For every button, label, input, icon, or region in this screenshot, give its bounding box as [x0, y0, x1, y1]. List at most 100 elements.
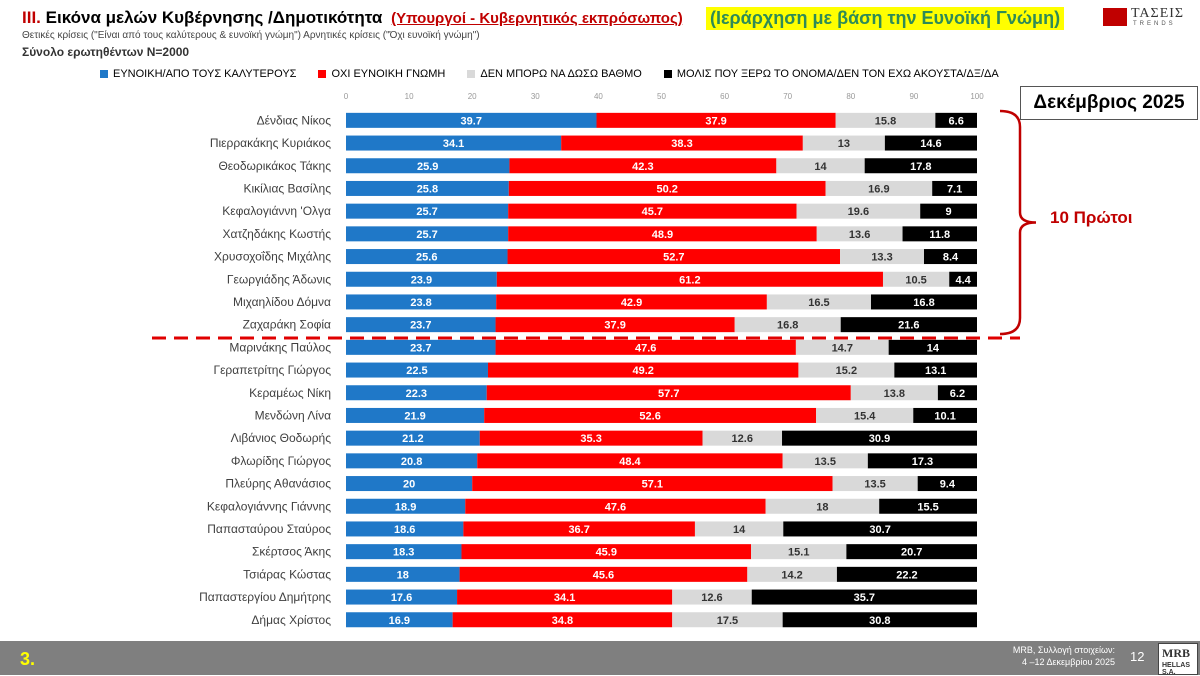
- data-label: 19.6: [848, 206, 869, 218]
- bar-segment: [508, 203, 797, 219]
- bar-segment: [346, 521, 464, 537]
- legend-swatch: [467, 70, 476, 78]
- data-label: 57.7: [658, 388, 679, 400]
- data-label: 23.7: [410, 320, 431, 332]
- category-label: Μιχαηλίδου Δόμνα: [233, 295, 331, 309]
- legend-swatch: [318, 70, 327, 78]
- data-label: 34.8: [552, 615, 573, 627]
- x-tick-label: 90: [909, 92, 918, 101]
- bar-segment: [802, 135, 885, 151]
- data-label: 9: [946, 206, 952, 218]
- bar-segment: [672, 612, 783, 628]
- bar-segment: [508, 180, 826, 196]
- top-ten-label: 10 Πρώτοι: [1050, 208, 1133, 227]
- slide-title: III. Εικόνα μελών Κυβέρνησης /Δημοτικότη…: [22, 8, 683, 28]
- bar-segment: [888, 339, 977, 355]
- legend-item-unfavorable: ΟΧΙ ΕΥΝΟΙΚΗ ΓΝΩΜΗ: [318, 68, 445, 80]
- data-label: 13.8: [884, 388, 905, 400]
- category-label: Κικίλιας Βασίλης: [243, 181, 331, 195]
- legend-swatch: [663, 70, 672, 78]
- bar-segment: [835, 112, 936, 128]
- data-label: 10.1: [934, 410, 955, 422]
- category-label: Κεφαλογιάννη 'Ολγα: [222, 204, 331, 218]
- data-label: 36.7: [568, 524, 589, 536]
- source-line-1: MRB, Συλλογή στοιχείων:: [1012, 645, 1115, 655]
- data-label: 21.2: [402, 433, 423, 445]
- data-label: 18.6: [394, 524, 415, 536]
- bar-segment: [509, 158, 777, 174]
- data-label: 7.1: [947, 183, 962, 195]
- category-label: Δένδιας Νίκος: [257, 113, 332, 127]
- bar-segment: [840, 317, 977, 333]
- bar-segment: [894, 362, 977, 378]
- data-label: 57.1: [642, 479, 663, 491]
- category-label: Τσιάρας Κώστας: [243, 567, 331, 581]
- data-label: 6.6: [949, 115, 964, 127]
- bar-segment: [825, 180, 933, 196]
- data-label: 48.4: [619, 456, 641, 468]
- data-label: 10.5: [905, 274, 926, 286]
- bar-segment: [346, 317, 496, 333]
- bar-segment: [949, 271, 977, 287]
- bar-segment: [937, 385, 977, 401]
- ranking-highlight: (Ιεράρχηση με βάση την Ευνοϊκή Γνώμη): [706, 7, 1065, 30]
- bar-segment: [850, 385, 938, 401]
- bar-segment: [932, 180, 977, 196]
- bar-segment: [795, 339, 889, 355]
- data-label: 9.4: [940, 479, 956, 491]
- data-label: 45.6: [593, 569, 614, 581]
- bar-segment: [747, 566, 837, 582]
- category-label: Γεραπετρίτης Γιώργος: [213, 363, 331, 377]
- data-label: 37.9: [604, 320, 625, 332]
- bar-segment: [346, 294, 497, 310]
- title-subtitle: (Υπουργοί - Κυβερνητικός εκπρόσωπος): [391, 10, 683, 27]
- category-label: Παπαστεργίου Δημήτρης: [199, 590, 331, 604]
- bar-segment: [496, 271, 883, 287]
- data-label: 18.9: [395, 501, 416, 513]
- data-label: 47.6: [635, 342, 656, 354]
- bar-segment: [346, 112, 597, 128]
- bar-segment: [766, 294, 871, 310]
- category-label: Θεοδωρικάκος Τάκης: [218, 159, 331, 173]
- data-label: 15.4: [854, 410, 876, 422]
- bar-segment: [923, 249, 977, 265]
- bar-segment: [867, 453, 977, 469]
- x-tick-label: 0: [344, 92, 349, 101]
- month-badge: Δεκέμβριος 2025: [1020, 86, 1198, 120]
- data-label: 15.8: [875, 115, 896, 127]
- bar-segment: [346, 203, 509, 219]
- x-tick-label: 30: [531, 92, 540, 101]
- data-label: 13.1: [925, 365, 946, 377]
- data-label: 48.9: [652, 229, 673, 241]
- bar-segment: [477, 453, 783, 469]
- category-label: Ζαχαράκη Σοφία: [243, 318, 331, 332]
- bar-segment: [561, 135, 803, 151]
- category-label: Χρυσοχοΐδης Μιχάλης: [214, 250, 331, 264]
- data-label: 61.2: [679, 274, 700, 286]
- data-label: 35.7: [854, 592, 875, 604]
- x-tick-label: 50: [657, 92, 666, 101]
- data-label: 21.6: [898, 320, 919, 332]
- bar-segment: [672, 589, 752, 605]
- category-label: Δήμας Χρίστος: [251, 613, 331, 627]
- bar-segment: [346, 135, 562, 151]
- bar-segment: [465, 498, 766, 514]
- bar-segment: [479, 430, 703, 446]
- data-label: 6.2: [950, 388, 965, 400]
- data-label: 30.7: [869, 524, 890, 536]
- bar-segment: [836, 566, 977, 582]
- data-label: 47.6: [605, 501, 626, 513]
- data-label: 18: [397, 569, 409, 581]
- data-label: 14: [814, 161, 827, 173]
- bar-segment: [346, 476, 473, 492]
- data-label: 39.7: [461, 115, 482, 127]
- x-tick-label: 100: [970, 92, 984, 101]
- data-label: 25.7: [416, 229, 437, 241]
- data-label: 21.9: [404, 410, 425, 422]
- data-label: 13.5: [864, 479, 885, 491]
- data-label: 11.8: [929, 229, 950, 241]
- data-label: 38.3: [671, 138, 692, 150]
- logo-tag: TRENDS: [1133, 21, 1176, 27]
- data-label: 17.8: [910, 161, 931, 173]
- bar-segment: [816, 226, 903, 242]
